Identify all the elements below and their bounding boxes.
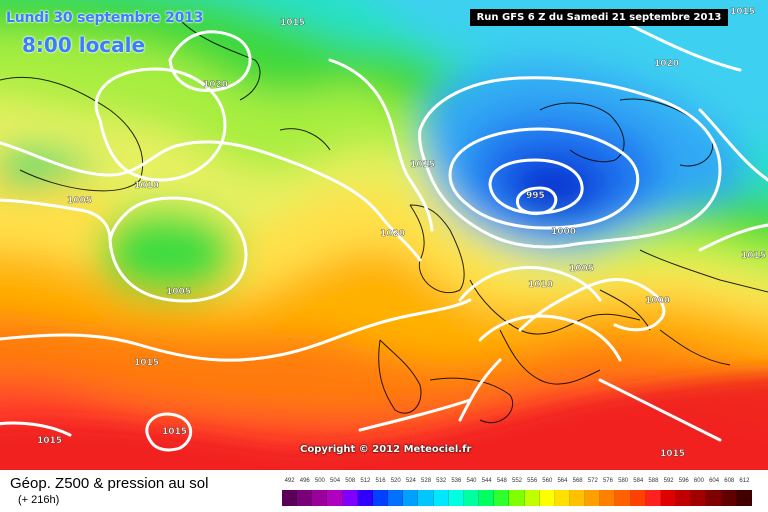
scale-swatch (297, 490, 313, 506)
scale-swatch (312, 490, 328, 506)
scale-swatch (600, 490, 616, 506)
scale-tick-label: 584 (633, 478, 644, 484)
scale-swatch (327, 490, 343, 506)
scale-swatch (554, 490, 570, 506)
scale-swatch (524, 490, 540, 506)
isobar-label: 1015 (162, 427, 187, 437)
isobar-label: 1020 (380, 229, 405, 239)
scale-tick-label: 556 (527, 478, 538, 484)
scale-swatch (342, 490, 358, 506)
isobar-label: 1000 (551, 227, 576, 237)
scale-tick-label: 516 (375, 478, 386, 484)
scale-swatch (706, 490, 722, 506)
scale-tick-label: 588 (648, 478, 659, 484)
scale-swatch (660, 490, 677, 506)
scale-swatch (494, 490, 510, 506)
scale-swatch (645, 490, 661, 506)
legend-title: Géop. Z500 & pression au sol (10, 475, 209, 492)
scale-tick-label: 508 (345, 478, 356, 484)
scale-swatch (615, 490, 631, 506)
scale-tick-label: 524 (405, 478, 416, 484)
scale-swatch (721, 490, 737, 506)
isobar-label: 995 (526, 191, 545, 201)
scale-swatch (676, 490, 692, 506)
scale-swatch (448, 490, 464, 506)
scale-tick-label: 564 (557, 478, 568, 484)
scale-swatch (282, 490, 298, 506)
scale-swatch (372, 490, 389, 506)
scale-swatch (418, 490, 434, 506)
isobar-labels: 1015 1020 1010 1005 1020 1015 1005 1015 … (37, 7, 766, 459)
isobar-label: 1005 (166, 287, 191, 297)
scale-swatch (736, 490, 752, 506)
isobar-label: 1005 (67, 196, 92, 206)
isobar-label: 1020 (203, 80, 228, 90)
isobar-label: 1015 (134, 358, 159, 368)
scale-tick-label: 528 (421, 478, 432, 484)
scale-tick-label: 572 (587, 478, 598, 484)
color-scale (282, 490, 752, 506)
isobar-label: 1015 (410, 160, 435, 170)
scale-tick-label: 544 (481, 478, 492, 484)
isobar-label: 1015 (280, 18, 305, 28)
scale-swatch (433, 490, 449, 506)
scale-tick-label: 600 (693, 478, 704, 484)
isobar-label: 1005 (569, 264, 594, 274)
scale-tick-label: 608 (724, 478, 735, 484)
scale-tick-label: 552 (511, 478, 523, 484)
scale-swatch (569, 490, 586, 506)
weather-map: 1015 1020 1010 1005 1020 1015 1005 1015 … (0, 0, 768, 470)
model-run-banner: Run GFS 6 Z du Samedi 21 septembre 2013 (470, 9, 728, 26)
isobar-label: 1010 (134, 181, 159, 191)
geopotential-field: 1015 1020 1010 1005 1020 1015 1005 1015 … (0, 0, 768, 470)
scale-tick-label: 548 (496, 478, 507, 484)
isobar-label: 1020 (654, 59, 679, 69)
isobar-label: 1015 (37, 436, 62, 446)
scale-tick-label: 532 (436, 478, 447, 484)
scale-swatch (463, 490, 480, 506)
scale-tick-label: 500 (314, 478, 325, 484)
scale-tick-label: 540 (466, 478, 477, 484)
scale-tick-label: 504 (330, 478, 341, 484)
scale-tick-label: 496 (299, 478, 310, 484)
scale-tick-label: 536 (451, 478, 462, 484)
forecast-time: 8:00 locale (22, 33, 146, 57)
isobar-lines (0, 18, 768, 452)
isobar-label: 1015 (741, 251, 766, 261)
forecast-date: Lundi 30 septembre 2013 (6, 10, 204, 26)
scale-tick-label: 592 (663, 478, 674, 484)
scale-tick-label: 512 (360, 478, 371, 484)
copyright-notice: Copyright © 2012 Meteociel.fr (300, 444, 472, 455)
scale-tick-label: 568 (572, 478, 583, 484)
color-scale-labels: 492 496 500 504 508 512 516 520 524 528 532 536 540 5… (282, 478, 752, 487)
scale-swatch (479, 490, 495, 506)
scale-tick-label: 612 (739, 478, 750, 484)
legend-subtitle: (+ 216h) (18, 494, 60, 506)
scale-tick-label: 604 (709, 478, 720, 484)
scale-tick-label: 560 (542, 478, 553, 484)
scale-tick-label: 580 (618, 478, 629, 484)
isobar-label: 1015 (730, 7, 755, 17)
scale-swatch (388, 490, 404, 506)
scale-tick-label: 576 (602, 478, 613, 484)
scale-swatch (691, 490, 707, 506)
scale-swatch (585, 490, 601, 506)
scale-swatch (539, 490, 555, 506)
scale-swatch (630, 490, 646, 506)
scale-swatch (509, 490, 525, 506)
isobar-label: 1010 (528, 280, 553, 290)
scale-tick-label: 596 (678, 478, 689, 484)
scale-tick-label: 520 (390, 478, 401, 484)
scale-swatch (357, 490, 373, 506)
isobar-label: 1000 (645, 296, 670, 306)
scale-swatch (403, 490, 419, 506)
scale-tick-label: 492 (284, 478, 295, 484)
isobar-label: 1015 (660, 449, 685, 459)
